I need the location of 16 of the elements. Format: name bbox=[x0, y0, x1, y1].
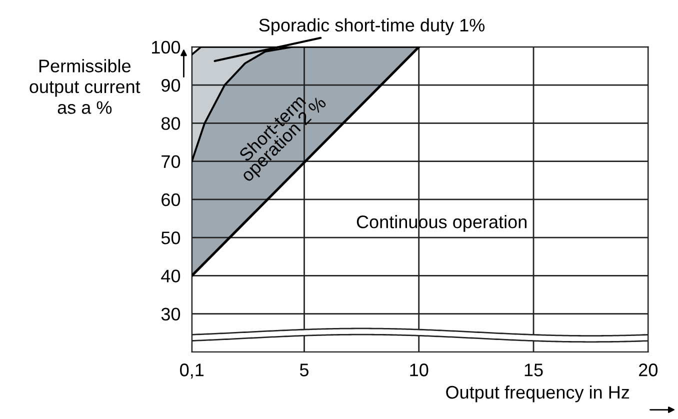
y-tick-label: 80 bbox=[161, 117, 180, 130]
text: Sporadic short-time duty 1% bbox=[259, 18, 485, 36]
x-tick-label: 0,1 bbox=[180, 364, 204, 378]
y-tick-label: 100 bbox=[152, 40, 180, 54]
y-tick-label: 30 bbox=[161, 308, 180, 321]
x-tick-label: 20 bbox=[639, 364, 658, 376]
x-tick-label: 15 bbox=[524, 364, 543, 376]
y-tick-label: 60 bbox=[162, 193, 180, 206]
x-tick-label: 10 bbox=[410, 364, 428, 376]
y-axis-title: Permissible output current as a % bbox=[30, 59, 140, 114]
y-tick-label: 50 bbox=[161, 232, 180, 244]
y-tick-label: 40 bbox=[161, 270, 180, 282]
x-axis-title: Output frequency in Hz bbox=[446, 385, 630, 402]
y-tick-label: 90 bbox=[162, 78, 180, 92]
y-tick-label: 70 bbox=[162, 155, 180, 168]
x-tick-label: 5 bbox=[300, 364, 308, 376]
